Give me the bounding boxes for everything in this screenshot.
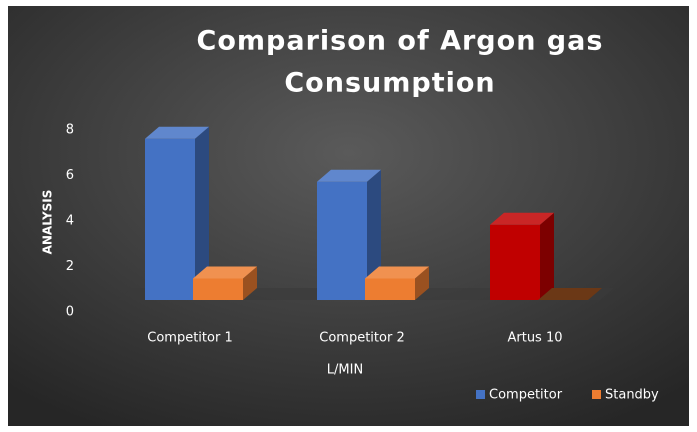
bar [365, 278, 415, 300]
chart-title: Consumption [284, 68, 495, 99]
legend-swatch [592, 390, 601, 399]
x-tick-label: Artus 10 [507, 331, 562, 346]
x-tick-label: Competitor 1 [147, 331, 232, 346]
bar [490, 224, 540, 300]
bar-side [540, 212, 554, 300]
chart-title: Comparison of Argon gas [197, 26, 604, 57]
bar-top [490, 212, 554, 225]
y-axis-title: ANALYSIS [41, 190, 55, 255]
y-tick-label: 4 [66, 214, 74, 229]
bar-top [193, 266, 257, 279]
y-tick-label: 8 [66, 123, 74, 138]
y-tick-label: 2 [66, 259, 74, 274]
bar-side [367, 169, 381, 300]
bar-top [538, 288, 602, 300]
bar-top [365, 266, 429, 279]
bar-top [145, 126, 209, 139]
bar [145, 138, 195, 300]
x-tick-label: Competitor 2 [319, 331, 404, 346]
legend-label: Competitor [489, 388, 563, 403]
bar [193, 278, 243, 300]
x-axis-title: L/MIN [327, 363, 363, 378]
bar-top [317, 169, 381, 182]
y-tick-label: 0 [66, 305, 74, 320]
bar-side [415, 266, 429, 300]
bar-side [195, 126, 209, 300]
legend-swatch [476, 390, 485, 399]
bar [317, 181, 367, 300]
bar-side [243, 266, 257, 300]
legend-label: Standby [605, 388, 659, 403]
y-tick-label: 6 [66, 168, 74, 183]
